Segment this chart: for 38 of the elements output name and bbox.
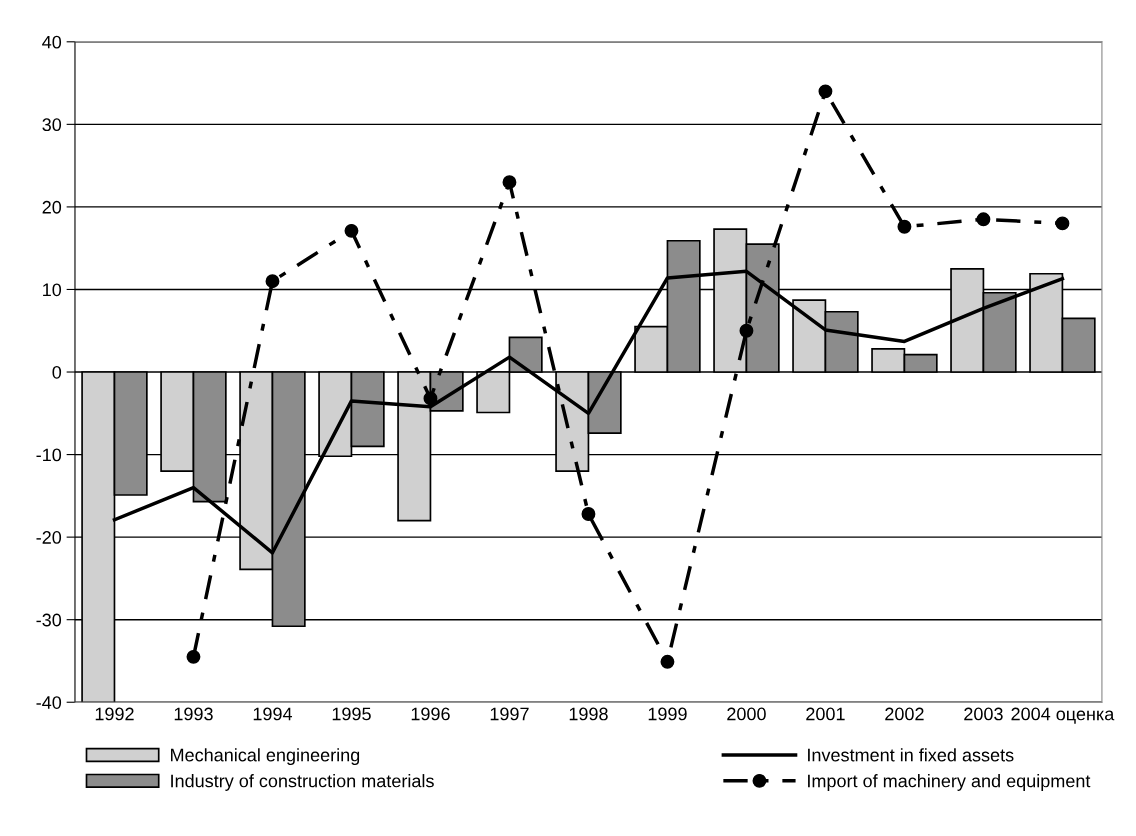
x-tick-label: 1998 <box>569 707 608 721</box>
x-tick-label: 2003 <box>964 707 1003 721</box>
x-tick-label: 1992 <box>95 707 134 721</box>
x-tick-label: 2002 <box>885 707 924 721</box>
legend-label: Mechanical engineering <box>171 748 360 766</box>
x-tick-label: 1995 <box>332 707 371 721</box>
y-tick-label: 30 <box>42 118 62 132</box>
y-tick-label: -30 <box>36 613 62 627</box>
legend-label: Import of machinery and equipment <box>808 774 1091 791</box>
legend-label: Industry of construction materials <box>171 774 434 791</box>
y-tick-label: 20 <box>42 200 62 214</box>
point <box>1055 216 1070 231</box>
y-tick-label: 40 <box>42 35 62 49</box>
x-tick-label: 1996 <box>411 707 450 721</box>
y-tick-label: 0 <box>52 365 62 379</box>
x-tick-label: 1999 <box>648 707 687 721</box>
y-tick-label: -40 <box>36 696 62 709</box>
x-tick-label: 1997 <box>490 707 529 721</box>
point <box>186 649 201 664</box>
legend-label: Investment in fixed assets <box>808 748 1014 762</box>
x-tick-label: 2001 <box>806 707 845 721</box>
y-tick-label: 10 <box>43 283 62 297</box>
y-tick-label: -10 <box>36 448 62 462</box>
point <box>739 323 754 338</box>
y-tick-label: -20 <box>36 531 62 544</box>
point <box>423 391 438 406</box>
point <box>344 223 359 238</box>
point <box>502 175 517 190</box>
x-tick-label: 1993 <box>174 707 213 721</box>
x-tick-label: 1994 <box>253 707 293 721</box>
x-tick-label: 2000 <box>727 707 766 721</box>
point <box>265 274 280 289</box>
point <box>818 84 833 99</box>
point <box>660 654 675 669</box>
point <box>897 219 912 234</box>
point <box>976 212 991 227</box>
point <box>581 507 596 521</box>
x-tick-label: 2004 оценка <box>1011 707 1115 724</box>
